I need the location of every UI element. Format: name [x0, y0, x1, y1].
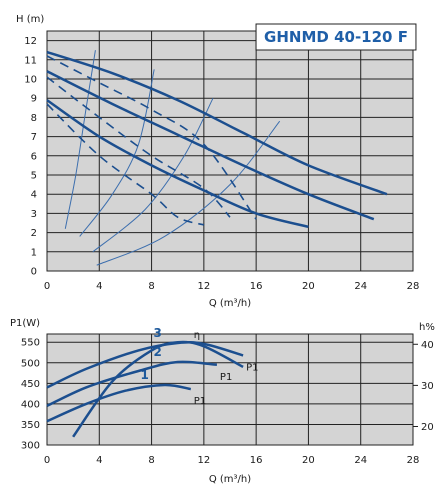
pump-curve [46, 50, 388, 196]
power-curve-number: 1 [140, 368, 148, 382]
top-y-tick-label: 2 [31, 228, 37, 239]
system-curve [64, 50, 96, 229]
bottom-x-tick-label: 24 [354, 455, 367, 466]
top-y-tick-label: 3 [31, 209, 37, 220]
power-curve-tag: P1 [246, 362, 258, 373]
top-x-tick-label: 16 [250, 281, 263, 292]
top-x-tick-label: 0 [44, 281, 50, 292]
bottom-x-tick-label: 16 [250, 455, 263, 466]
power-curve [46, 360, 217, 408]
top-y-tick-label: 5 [31, 171, 37, 182]
bottom-y2-axis-label: h% [419, 322, 435, 333]
pump-curve-dashed [46, 103, 205, 226]
top-y-tick-label: 7 [31, 132, 37, 143]
bottom-y2-tick-label: 30 [421, 381, 434, 392]
top-y-tick-label: 10 [24, 75, 37, 86]
bottom-x-tick-label: 20 [302, 455, 315, 466]
bottom-y2-tick-label: 40 [421, 340, 434, 351]
top-x-axis-label: Q (m³/h) [209, 298, 251, 309]
pump-curve [46, 70, 375, 221]
bottom-x-axis-label: Q (m³/h) [209, 474, 251, 485]
top-x-tick-label: 20 [302, 281, 315, 292]
top-x-tick-label: 8 [148, 281, 154, 292]
bottom-y-axis-label: P1(W) [10, 318, 40, 329]
bottom-y-tick-label: 300 [21, 441, 40, 452]
bottom-y-tick-label: 550 [21, 338, 40, 349]
top-plot-area [46, 30, 414, 272]
top-y-tick-label: 11 [24, 55, 37, 66]
bottom-y-tick-label: 400 [21, 399, 40, 410]
title-box [255, 23, 417, 51]
bottom-x-tick-label: 28 [407, 455, 420, 466]
top-y-tick-label: 12 [24, 36, 37, 47]
system-curve [79, 69, 155, 237]
top-x-tick-label: 12 [197, 281, 210, 292]
top-y-axis-label: H (m) [16, 14, 44, 25]
top-x-tick-label: 24 [354, 281, 367, 292]
bottom-x-tick-label: 8 [148, 455, 154, 466]
power-curve-tag: P1 [194, 396, 206, 407]
top-x-tick-label: 4 [96, 281, 102, 292]
power-curve [46, 340, 244, 389]
top-y-tick-label: 0 [31, 267, 37, 278]
top-x-tick-label: 28 [407, 281, 420, 292]
bottom-y-tick-label: 450 [21, 379, 40, 390]
power-curve-number: 3 [154, 326, 162, 340]
top-y-tick-label: 8 [31, 113, 37, 124]
bottom-y-tick-label: 350 [21, 420, 40, 431]
bottom-y2-tick-label: 20 [421, 422, 434, 433]
bottom-x-tick-label: 4 [96, 455, 102, 466]
power-curve-tag: P1 [220, 372, 232, 383]
bottom-x-tick-label: 0 [44, 455, 50, 466]
power-curve-number: 2 [154, 345, 162, 359]
top-y-tick-label: 4 [31, 190, 37, 201]
bottom-y-tick-label: 500 [21, 358, 40, 369]
pump-curve [46, 99, 309, 229]
top-y-tick-label: 1 [31, 247, 37, 258]
top-y-tick-label: 6 [31, 151, 37, 162]
power-curve [46, 383, 192, 423]
top-y-tick-label: 9 [31, 94, 37, 105]
chart-title: GHNMD 40-120 F [264, 28, 408, 46]
bottom-x-tick-label: 12 [197, 455, 210, 466]
system-curve [96, 120, 281, 266]
efficiency-curve-label: η [194, 330, 200, 341]
system-curve [92, 97, 214, 253]
